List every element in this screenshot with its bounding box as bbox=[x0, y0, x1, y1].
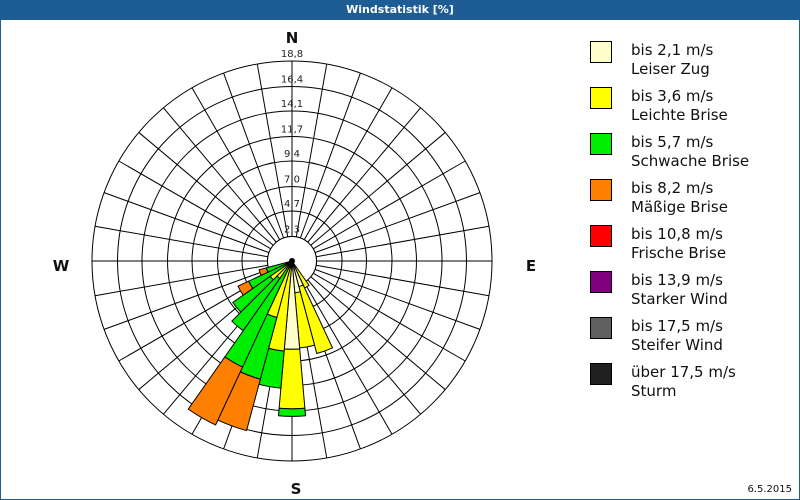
legend-swatch bbox=[590, 363, 612, 385]
compass-label-s: S bbox=[291, 480, 302, 498]
legend-swatch bbox=[590, 87, 612, 109]
legend-label: über 17,5 m/s Sturm bbox=[631, 363, 736, 400]
chart-title: Windstatistik [%] bbox=[0, 0, 800, 20]
radial-tick-label: 18,8 bbox=[281, 49, 303, 60]
radial-tick-label: 7,0 bbox=[284, 175, 300, 186]
radial-tick-label: 11,7 bbox=[281, 125, 303, 136]
legend-swatch bbox=[590, 41, 612, 63]
legend-swatch bbox=[590, 225, 612, 247]
radial-tick-label: 9,4 bbox=[284, 149, 300, 160]
legend-swatch bbox=[590, 271, 612, 293]
radial-tick-label: 4,7 bbox=[284, 199, 300, 210]
legend-label: bis 17,5 m/s Steifer Wind bbox=[631, 317, 723, 354]
wind-sector-segment bbox=[298, 284, 334, 355]
legend-label: bis 2,1 m/s Leiser Zug bbox=[631, 41, 714, 78]
wind-sector-segment bbox=[187, 356, 244, 426]
compass-label-n: N bbox=[286, 29, 299, 47]
legend-label: bis 13,9 m/s Starker Wind bbox=[631, 271, 728, 308]
legend-swatch bbox=[590, 317, 612, 339]
wind-sector-segment bbox=[231, 275, 281, 332]
radial-tick-label: 2,3 bbox=[284, 225, 300, 236]
wind-sector-segment bbox=[237, 280, 254, 296]
radial-tick-label: 14,1 bbox=[281, 99, 303, 110]
compass-label-w: W bbox=[53, 257, 70, 275]
compass-label-e: E bbox=[526, 257, 536, 275]
legend-label: bis 3,6 m/s Leichte Brise bbox=[631, 87, 728, 124]
legend-swatch bbox=[590, 133, 612, 155]
radial-tick-label: 16,4 bbox=[281, 75, 303, 86]
wind-sector-segment bbox=[277, 407, 307, 417]
legend-label: bis 8,2 m/s Mäßige Brise bbox=[631, 179, 728, 216]
legend-swatch bbox=[590, 179, 612, 201]
legend-label: bis 10,8 m/s Frische Brise bbox=[631, 225, 727, 262]
wind-sector-segment bbox=[258, 267, 269, 277]
legend-label: bis 5,7 m/s Schwache Brise bbox=[631, 133, 750, 170]
date-label: 6.5.2015 bbox=[747, 484, 792, 495]
wind-sector-segment bbox=[232, 275, 274, 313]
